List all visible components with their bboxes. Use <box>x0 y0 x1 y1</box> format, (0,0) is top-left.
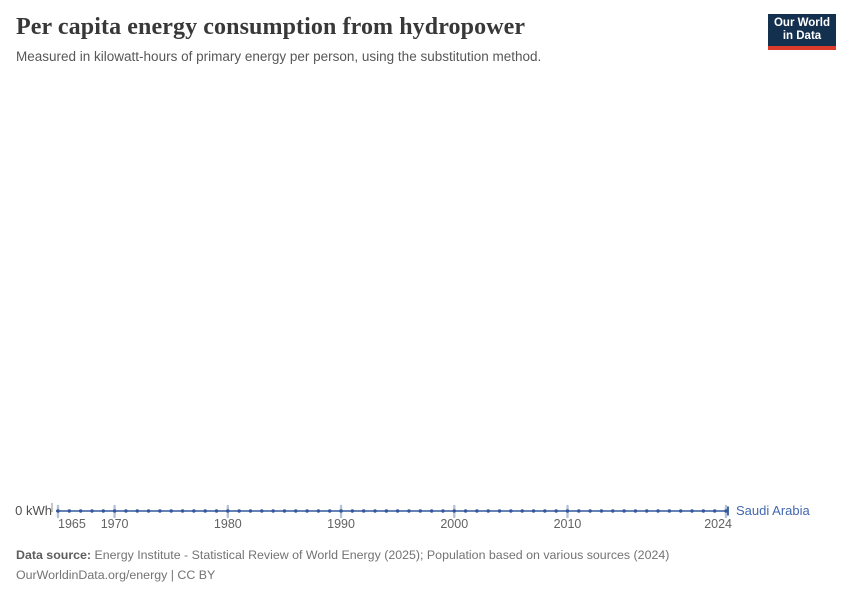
data-point <box>56 509 60 513</box>
data-point <box>192 509 196 513</box>
x-tick-label: 2010 <box>553 517 582 531</box>
page-title: Per capita energy consumption from hydro… <box>16 14 526 40</box>
data-source-line: Data source: Energy Institute - Statisti… <box>16 548 669 562</box>
data-point <box>361 509 366 513</box>
data-point <box>282 509 287 513</box>
data-point <box>531 509 536 513</box>
data-point <box>135 509 139 513</box>
data-point <box>169 509 173 513</box>
data-point <box>486 509 490 513</box>
data-point <box>441 509 445 513</box>
chart-subtitle: Measured in kilowatt-hours of primary en… <box>16 49 542 64</box>
data-point <box>271 509 275 513</box>
data-point <box>248 509 253 513</box>
x-tick-label: 1965 <box>58 517 86 531</box>
chart-footer: Data source: Energy Institute - Statisti… <box>16 548 669 582</box>
data-point <box>679 509 683 513</box>
data-point <box>599 509 604 513</box>
owid-logo-line1: Our World <box>773 17 830 29</box>
data-point <box>101 509 105 513</box>
data-point <box>407 509 411 513</box>
data-point <box>622 509 626 513</box>
x-tick-label: 1970 <box>100 517 129 531</box>
data-point <box>588 509 592 513</box>
data-point <box>226 509 230 513</box>
data-point <box>67 509 72 513</box>
data-point <box>577 509 581 513</box>
data-point <box>180 509 185 513</box>
data-point <box>328 509 332 513</box>
data-point <box>520 509 524 513</box>
data-point <box>294 509 298 513</box>
data-point <box>475 509 479 513</box>
data-point <box>611 509 615 513</box>
owid-logo: Our World in Data <box>768 14 836 50</box>
data-point <box>509 509 513 513</box>
data-point <box>237 509 241 513</box>
data-point <box>645 509 649 513</box>
data-source-label: Data source: <box>16 548 92 562</box>
license-line: OurWorldinData.org/energy | CC BY <box>16 568 216 582</box>
data-point <box>78 509 83 513</box>
data-point <box>701 509 706 513</box>
data-point <box>260 509 264 513</box>
data-point <box>395 509 400 513</box>
data-point <box>656 509 660 513</box>
data-point <box>339 509 343 513</box>
data-point <box>690 509 694 513</box>
x-tick-label: 1990 <box>327 517 355 531</box>
data-point <box>543 509 547 513</box>
data-point <box>429 509 434 513</box>
data-source-text: Energy Institute - Statistical Review of… <box>94 548 670 562</box>
data-point <box>724 509 728 513</box>
data-point <box>158 509 162 513</box>
data-point <box>350 509 355 513</box>
data-point <box>203 509 207 513</box>
x-tick-label: 1980 <box>213 517 242 531</box>
data-point <box>214 509 219 513</box>
x-tick-label: 2024 <box>704 517 732 531</box>
x-tick-label: 2000 <box>440 517 469 531</box>
y-axis-zero-label: 0 kWh <box>15 503 52 518</box>
data-point <box>554 509 558 513</box>
data-point <box>373 509 377 513</box>
owid-logo-line2: in Data <box>782 30 822 42</box>
data-point <box>418 509 423 513</box>
data-point <box>565 509 570 513</box>
series-label-saudi-arabia: Saudi Arabia <box>736 503 810 518</box>
data-point <box>384 509 389 513</box>
data-point <box>305 509 309 513</box>
data-point <box>112 509 117 513</box>
data-point <box>497 509 502 513</box>
chart-header: Per capita energy consumption from hydro… <box>16 12 750 65</box>
data-point <box>146 509 151 513</box>
data-point <box>124 509 128 513</box>
data-point <box>316 509 321 513</box>
data-point <box>452 509 456 513</box>
data-point <box>667 509 672 513</box>
data-point <box>463 509 468 513</box>
data-point <box>90 509 94 513</box>
data-point <box>712 509 717 513</box>
data-point <box>633 509 638 513</box>
